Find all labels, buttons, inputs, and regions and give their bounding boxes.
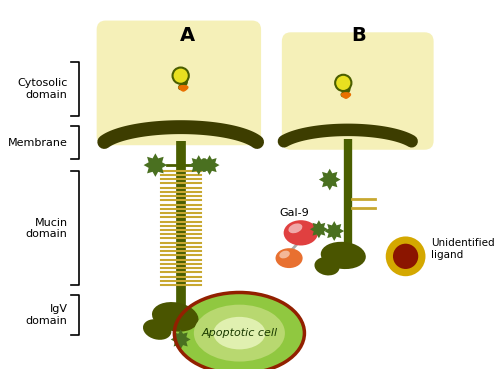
Text: Membrane: Membrane	[8, 137, 68, 147]
Ellipse shape	[174, 293, 304, 374]
Ellipse shape	[320, 242, 366, 269]
Polygon shape	[200, 155, 220, 175]
FancyBboxPatch shape	[282, 32, 434, 150]
Text: Apoptotic cell: Apoptotic cell	[202, 328, 278, 338]
Text: Mucin
domain: Mucin domain	[26, 218, 68, 239]
Ellipse shape	[284, 220, 318, 246]
Circle shape	[386, 236, 426, 276]
Text: A: A	[180, 26, 194, 45]
Circle shape	[330, 227, 338, 235]
Ellipse shape	[152, 302, 198, 332]
Ellipse shape	[314, 257, 340, 275]
Ellipse shape	[194, 305, 285, 362]
Polygon shape	[170, 329, 190, 349]
Circle shape	[172, 68, 189, 84]
Text: B: B	[352, 26, 366, 45]
Circle shape	[326, 175, 334, 184]
Polygon shape	[324, 221, 344, 241]
Polygon shape	[319, 169, 340, 191]
Text: Unidentified
ligand: Unidentified ligand	[431, 238, 494, 260]
Circle shape	[177, 336, 184, 343]
Ellipse shape	[288, 223, 302, 233]
Polygon shape	[179, 86, 188, 91]
Text: Gal-9: Gal-9	[279, 208, 309, 218]
Circle shape	[393, 244, 418, 269]
Ellipse shape	[143, 319, 172, 340]
Ellipse shape	[280, 251, 290, 258]
Polygon shape	[189, 155, 208, 175]
Ellipse shape	[214, 317, 266, 349]
Text: Cytosolic
domain: Cytosolic domain	[18, 78, 68, 100]
Ellipse shape	[276, 248, 302, 268]
Circle shape	[195, 161, 202, 169]
Polygon shape	[144, 153, 167, 177]
Circle shape	[316, 226, 322, 233]
FancyBboxPatch shape	[96, 21, 261, 145]
Circle shape	[206, 161, 214, 169]
Circle shape	[151, 161, 160, 170]
Text: IgV
domain: IgV domain	[26, 304, 68, 326]
Polygon shape	[342, 93, 350, 98]
Circle shape	[335, 75, 351, 91]
Polygon shape	[310, 220, 328, 238]
